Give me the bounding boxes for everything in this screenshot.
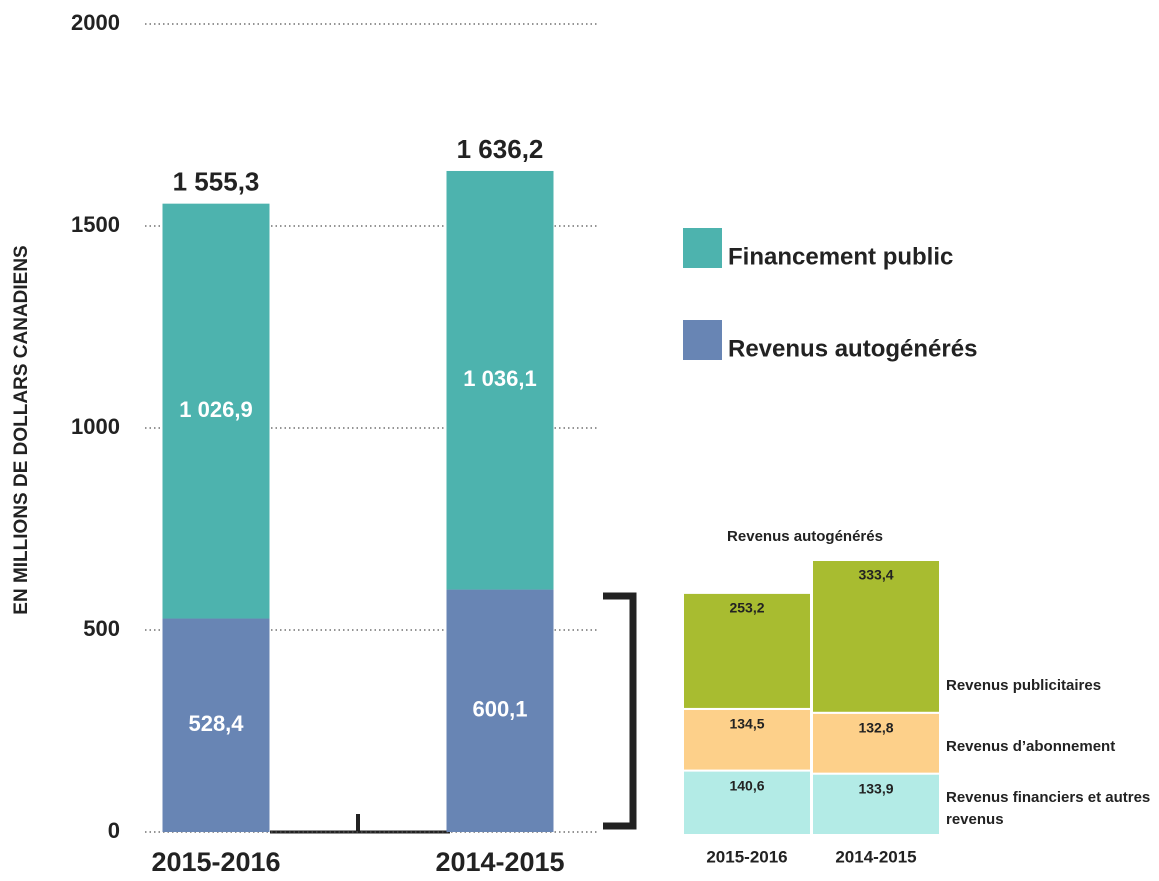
y-tick-label: 2000 — [71, 10, 120, 35]
bracket — [603, 592, 637, 830]
x-tick-label: 2015-2016 — [151, 847, 280, 877]
legend-swatch — [683, 320, 722, 360]
legend-label: Financement public — [728, 243, 953, 270]
total-label: 1 636,2 — [457, 134, 544, 164]
y-tick-label: 1500 — [71, 212, 120, 237]
bar-segment — [446, 589, 554, 832]
y-tick-label: 1000 — [71, 414, 120, 439]
value-label: 1 026,9 — [179, 397, 252, 422]
bar-segment — [811, 559, 941, 714]
value-label: 528,4 — [188, 711, 244, 736]
series-label-box: Revenus publicitaires — [946, 676, 1102, 694]
value-label: 600,1 — [472, 697, 527, 722]
y-axis-label: EN MILLIONS DE DOLLARS CANADIENS — [11, 245, 32, 614]
value-label: 134,5 — [729, 716, 764, 732]
value-label: 253,2 — [729, 600, 764, 616]
legend-label: Revenus autogénérés — [728, 335, 977, 362]
x-tick-label: 2014-2015 — [435, 847, 564, 877]
bar-segment — [682, 769, 812, 837]
y-tick-label: 0 — [108, 818, 120, 843]
legend-swatch — [683, 228, 722, 268]
series-label-box: Revenus d’abonnement — [946, 737, 1116, 755]
series-label-box: Revenus financiers et autres revenus — [946, 789, 1151, 828]
inset-title: Revenus autogénérés — [727, 528, 883, 545]
bar-segment — [162, 618, 270, 832]
x-tick-label: 2014-2015 — [835, 847, 916, 866]
bar-segment — [682, 707, 812, 772]
bar-segment — [811, 772, 941, 837]
bar-segment — [811, 711, 941, 775]
bar-segment — [682, 591, 812, 710]
total-label: 1 555,3 — [173, 167, 260, 197]
series-label: Revenus financiers et autres revenus — [946, 789, 1151, 828]
series-label: Revenus publicitaires — [946, 676, 1102, 694]
x-tick-label: 2015-2016 — [706, 847, 787, 866]
y-tick-label: 500 — [83, 616, 120, 641]
bar-segment — [162, 203, 270, 619]
value-label: 133,9 — [858, 780, 893, 796]
value-label: 333,4 — [858, 567, 893, 583]
value-label: 140,6 — [729, 777, 764, 793]
value-label: 132,8 — [858, 719, 893, 735]
value-label: 1 036,1 — [463, 366, 536, 391]
bar-segment — [446, 170, 554, 590]
series-label: Revenus d’abonnement — [946, 737, 1116, 755]
